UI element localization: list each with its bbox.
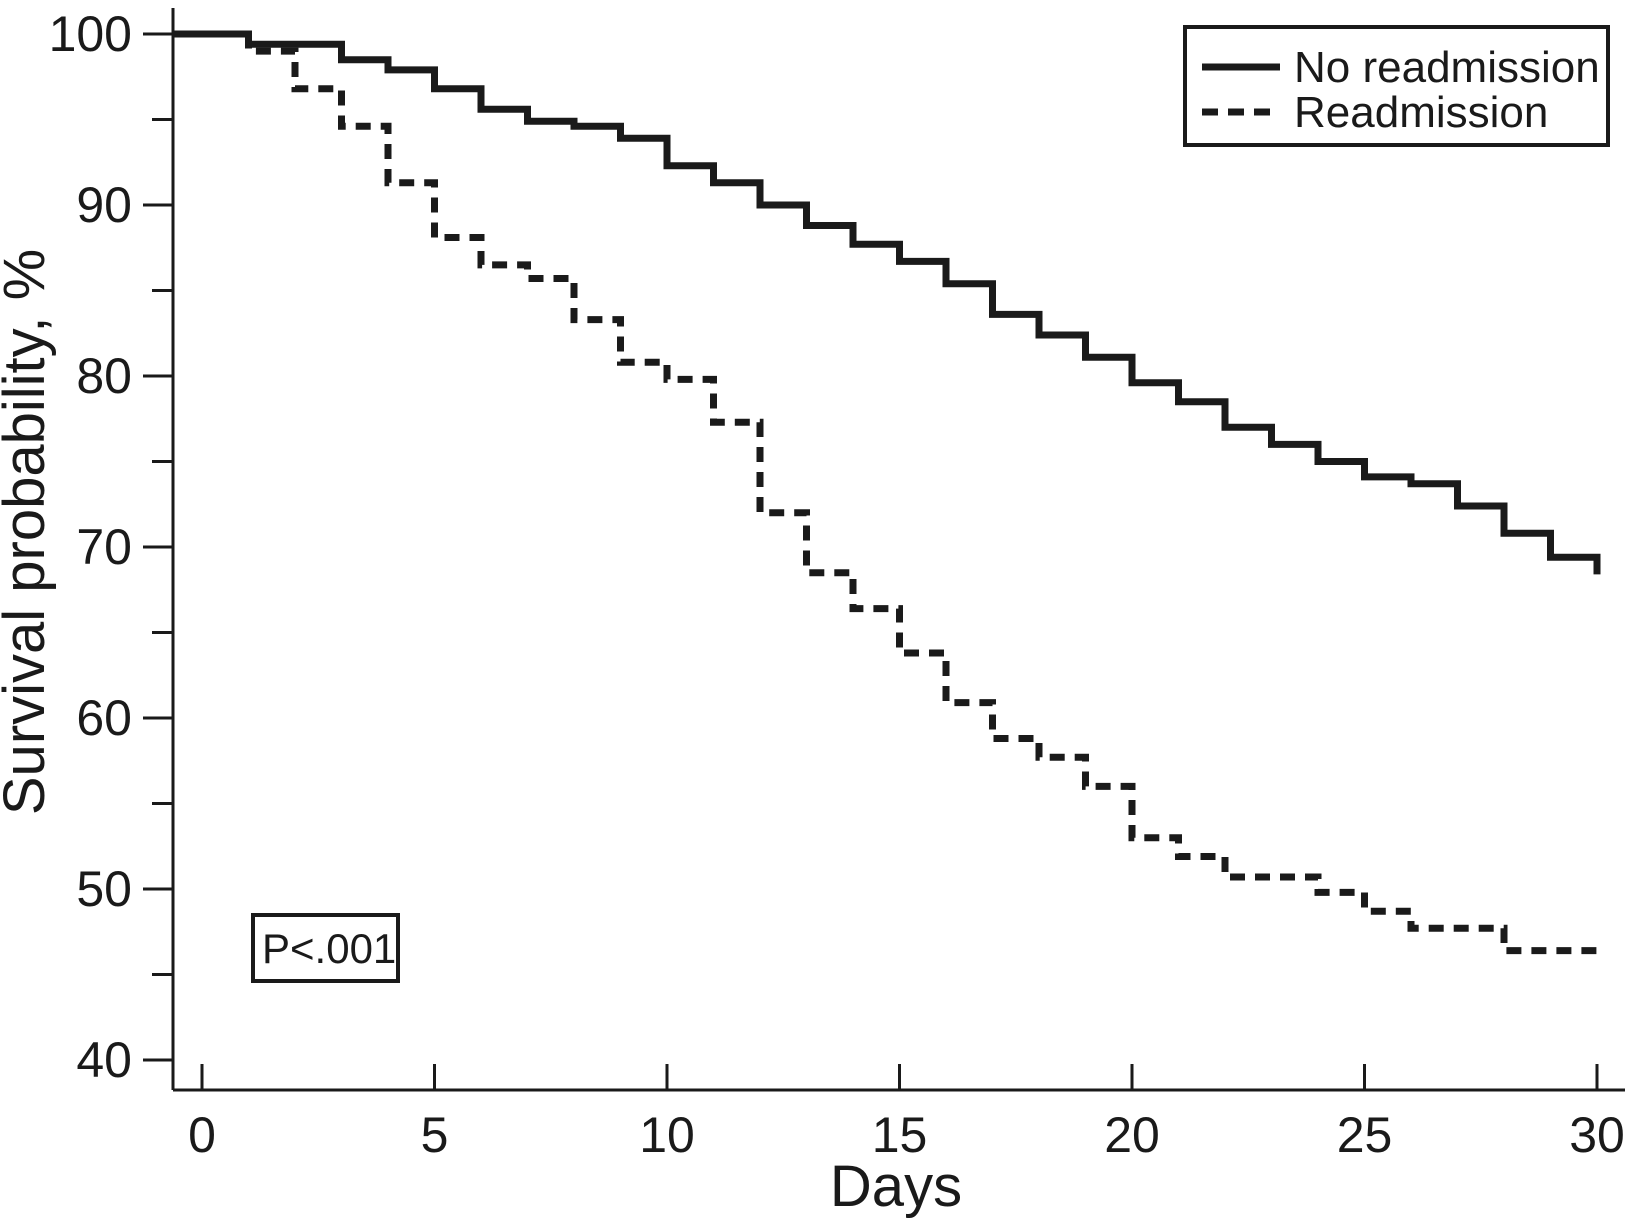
legend-frame (1183, 25, 1610, 147)
y-tick-label: 100 (49, 6, 132, 62)
x-tick-label: 15 (872, 1107, 928, 1163)
no-readmission-curve (173, 30, 1601, 575)
y-tick-label: 60 (76, 690, 132, 746)
x-axis-ticks: 0 5 10 15 20 25 30 (188, 1064, 1625, 1163)
y-tick-label: 80 (76, 348, 132, 404)
data-curves (173, 30, 1601, 955)
x-axis-title: Days (830, 1154, 962, 1219)
p-value-frame (251, 913, 400, 983)
legend-label-readmission: Readmission (1294, 88, 1548, 137)
y-tick-label: 50 (76, 861, 132, 917)
legend: No readmission Readmission (1183, 25, 1610, 147)
legend-label-no-readmission: No readmission (1294, 43, 1600, 92)
y-tick-label: 90 (76, 177, 132, 233)
y-tick-label: 40 (76, 1032, 132, 1088)
y-tick-label: 70 (76, 519, 132, 575)
x-tick-label: 10 (639, 1107, 695, 1163)
y-axis-title: Survival probability, % (0, 249, 57, 815)
p-value-annotation: P<.001 (251, 913, 400, 983)
x-tick-label: 0 (188, 1107, 216, 1163)
x-tick-label: 30 (1569, 1107, 1625, 1163)
x-tick-label: 20 (1104, 1107, 1160, 1163)
readmission-curve (173, 30, 1597, 955)
p-value-text: P<.001 (262, 925, 396, 972)
y-axis-ticks: 100 90 80 70 60 50 40 (49, 6, 173, 1088)
x-tick-label: 25 (1337, 1107, 1393, 1163)
x-tick-label: 5 (421, 1107, 449, 1163)
